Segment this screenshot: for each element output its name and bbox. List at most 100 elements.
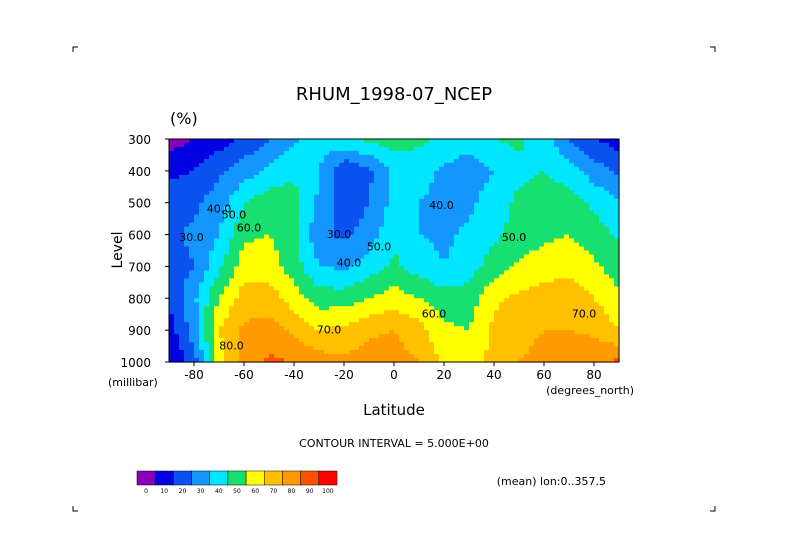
heatmap-cell [379,238,385,244]
heatmap-cell [339,230,345,236]
heatmap-cell [239,274,245,279]
heatmap-cell [519,278,525,283]
heatmap-cell [604,166,610,172]
heatmap-cell [289,318,295,323]
heatmap-cell [454,294,460,299]
heatmap-cell [229,254,235,260]
heatmap-cell [299,182,305,188]
heatmap-cell [324,206,330,212]
heatmap-cell [209,318,215,323]
heatmap-cell [514,342,520,347]
heatmap-cell [389,314,395,319]
heatmap-cell [484,318,490,323]
heatmap-cell [174,250,180,256]
heatmap-cell [234,334,240,339]
heatmap-cell [419,314,425,319]
heatmap-cell [264,358,270,363]
heatmap-cell [574,346,580,351]
heatmap-cell [474,194,480,200]
heatmap-cell [274,214,280,220]
heatmap-cell [179,342,185,347]
heatmap-cell [194,166,200,172]
heatmap-cell [589,166,595,172]
heatmap-cell [384,270,390,275]
heatmap-cell [469,286,475,291]
heatmap-cell [394,246,400,252]
heatmap-cell [484,182,490,188]
heatmap-cell [279,142,285,148]
heatmap-cell [514,162,520,168]
heatmap-cell [614,210,620,216]
heatmap-cell [484,226,490,232]
heatmap-cell [254,154,260,160]
heatmap-cell [544,326,550,331]
heatmap-cell [484,314,490,319]
heatmap-cell [329,270,335,275]
heatmap-cell [234,194,240,200]
heatmap-cell [334,190,340,196]
heatmap-cell [559,266,565,272]
heatmap-cell [404,298,410,303]
heatmap-cell [379,330,385,335]
heatmap-cell [389,186,395,192]
heatmap-cell [569,170,575,176]
heatmap-cell [429,174,435,180]
heatmap-cell [309,210,315,216]
heatmap-cell [494,210,500,216]
heatmap-cell [589,298,595,303]
heatmap-cell [439,270,445,275]
heatmap-cell [224,218,230,224]
heatmap-cell [169,342,175,347]
heatmap-cell [319,350,325,355]
heatmap-cell [324,322,330,327]
heatmap-cell [364,270,370,275]
heatmap-cell [389,302,395,307]
heatmap-cell [349,198,355,204]
heatmap-cell [299,258,305,264]
heatmap-cell [259,326,265,331]
heatmap-cell [519,178,525,184]
heatmap-cell [324,306,330,311]
heatmap-cell [584,142,590,148]
heatmap-cell [309,318,315,323]
heatmap-cell [224,250,230,256]
heatmap-cell [274,190,280,196]
heatmap-cell [554,246,560,252]
heatmap-cell [609,330,615,335]
heatmap-cell [479,314,485,319]
heatmap-cell [204,142,210,148]
heatmap-cell [339,306,345,311]
heatmap-cell [194,194,200,200]
heatmap-cell [204,139,210,144]
heatmap-cell [514,330,520,335]
heatmap-cell [279,322,285,327]
heatmap-cell [319,346,325,351]
heatmap-cell [229,306,235,311]
heatmap-cell [299,218,305,224]
heatmap-cell [514,290,520,295]
heatmap-cell [349,170,355,176]
heatmap-cell [194,286,200,291]
heatmap-cell [324,326,330,331]
heatmap-cell [559,146,565,152]
heatmap-cell [244,334,250,339]
heatmap-cell [464,190,470,196]
heatmap-cell [344,234,350,240]
heatmap-cell [449,314,455,319]
heatmap-cell [364,210,370,216]
heatmap-cell [244,186,250,192]
heatmap-cell [519,154,525,160]
heatmap-cell [514,258,520,264]
heatmap-cell [544,146,550,152]
heatmap-cell [269,198,275,204]
heatmap-cell [344,226,350,232]
heatmap-cell [409,198,415,204]
heatmap-cell [464,350,470,355]
heatmap-cell [314,139,320,144]
heatmap-cell [439,202,445,208]
heatmap-cell [319,142,325,148]
heatmap-cell [479,318,485,323]
heatmap-cell [469,182,475,188]
heatmap-cell [224,246,230,252]
heatmap-cell [529,182,535,188]
